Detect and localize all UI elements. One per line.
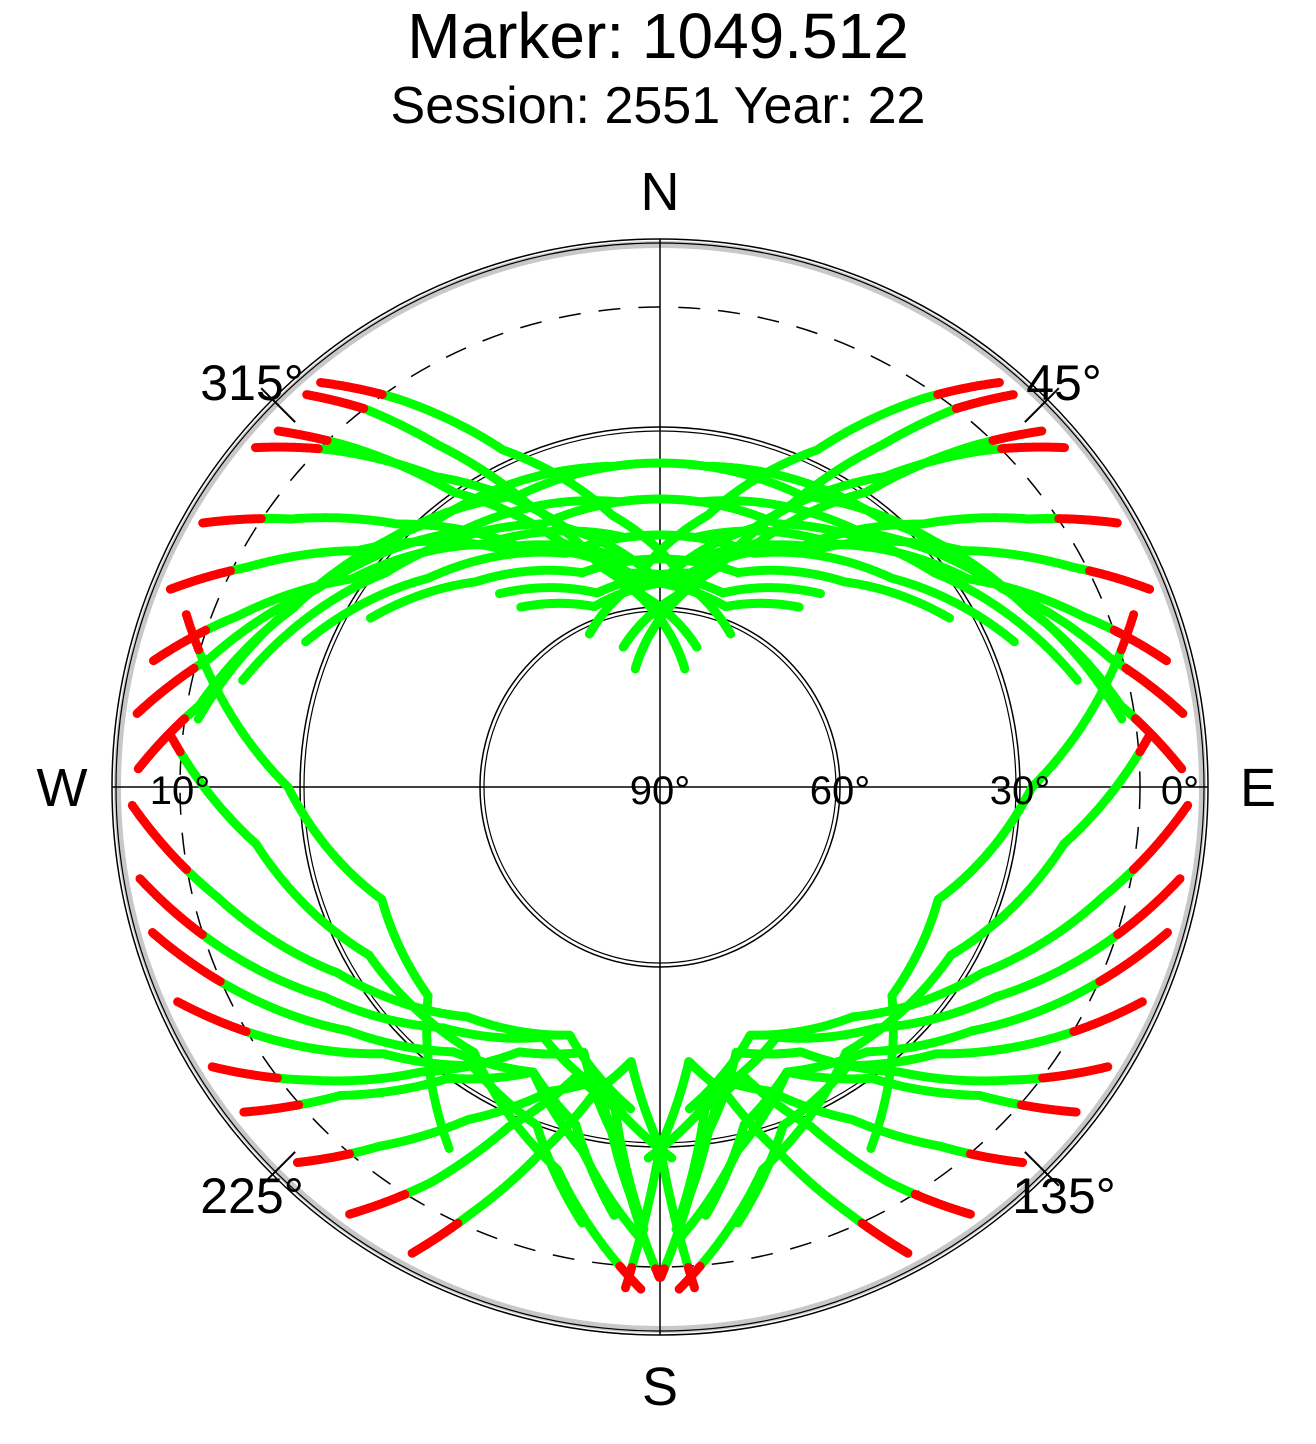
track-point-8 [1117,714,1127,724]
track-point-1 [692,642,702,652]
track-point-3 [794,602,804,612]
satellite-tracks [127,378,1193,1294]
chart-title: Marker: 1049.512 [407,0,909,72]
track-point-4 [816,589,825,599]
track-point-12 [516,602,526,612]
track-point-2 [726,629,736,639]
track-point-11 [584,629,594,639]
chart-subtitle: Session: 2551 Year: 22 [391,77,926,135]
track-point-10 [618,642,628,652]
track-point-6 [1009,637,1019,647]
track-point-5 [945,613,954,623]
track-point-7 [1072,675,1082,685]
track-point-9 [630,664,640,674]
azimuth-tick-135 [1024,1151,1060,1187]
azimuth-tick-45 [1024,387,1060,423]
azimuth-tick-225 [260,1151,296,1187]
azimuth-tick-315 [260,387,296,423]
track-point-0 [680,664,690,674]
